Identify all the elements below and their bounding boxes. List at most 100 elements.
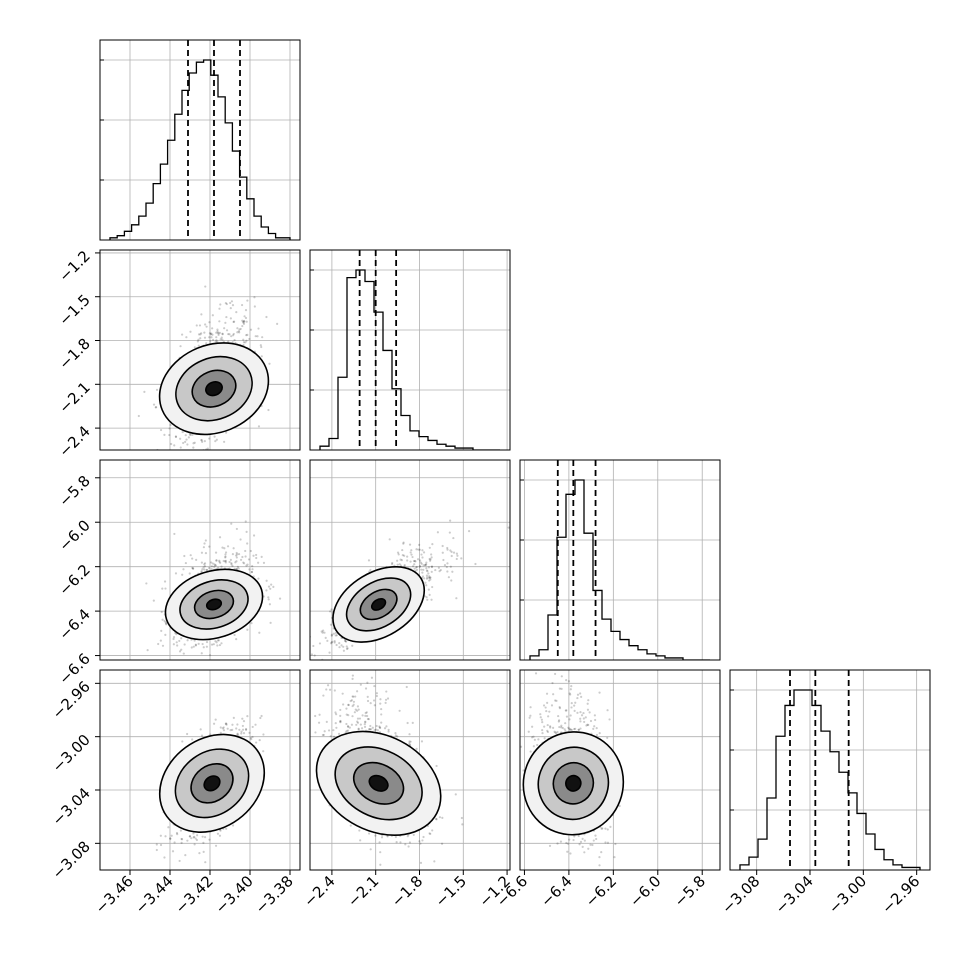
scatter-point <box>181 333 184 336</box>
scatter-point <box>211 314 214 317</box>
scatter-point <box>194 643 197 646</box>
scatter-point <box>446 562 449 565</box>
scatter-point <box>223 440 226 443</box>
scatter-point <box>399 564 403 567</box>
scatter-point <box>371 726 374 729</box>
scatter-point <box>180 648 183 651</box>
scatter-point <box>180 637 183 640</box>
scatter-point <box>379 702 382 705</box>
panel-content <box>100 250 300 450</box>
scatter-point <box>248 337 251 341</box>
scatter-point <box>221 546 224 549</box>
scatter-point <box>221 727 224 730</box>
scatter-point <box>425 574 429 577</box>
scatter-point <box>203 336 207 339</box>
scatter-point <box>230 522 233 525</box>
scatter-point <box>356 721 360 724</box>
scatter-point <box>231 553 235 556</box>
scatter-point <box>214 551 218 554</box>
scatter-point <box>169 423 172 427</box>
scatter-point <box>202 566 205 569</box>
scatter-point <box>344 640 348 643</box>
scatter-point <box>345 707 348 710</box>
scatter-point <box>248 731 251 734</box>
scatter-point <box>356 705 360 708</box>
scatter-point <box>260 555 263 558</box>
scatter-point <box>244 520 247 523</box>
scatter-point <box>218 536 222 539</box>
panel-content <box>310 670 510 870</box>
scatter-point <box>235 311 238 314</box>
scatter-point <box>338 641 341 645</box>
scatter-point <box>268 362 271 365</box>
scatter-point <box>174 572 178 575</box>
scatter-point <box>257 561 260 564</box>
scatter-point <box>160 610 163 614</box>
density-contour <box>370 597 387 611</box>
scatter-point <box>235 727 238 730</box>
scatter-point <box>379 863 382 866</box>
panel-frame <box>99 669 301 871</box>
scatter-point <box>346 725 350 728</box>
scatter-point <box>238 328 241 331</box>
scatter-point <box>203 563 206 566</box>
scatter-point <box>220 565 223 568</box>
scatter-point <box>192 446 195 449</box>
scatter-point <box>203 562 207 565</box>
scatter-point <box>244 341 247 344</box>
scatter-point <box>330 608 333 611</box>
scatter-point <box>345 645 348 648</box>
scatter-point <box>418 559 422 562</box>
scatter-point <box>449 519 452 522</box>
scatter-point <box>409 551 412 554</box>
scatter-point <box>238 728 241 731</box>
scatter-point <box>367 718 370 721</box>
scatter-point <box>427 588 430 591</box>
scatter-point <box>213 563 216 566</box>
scatter-point <box>254 335 257 338</box>
scatter-point <box>225 723 228 726</box>
scatter-point <box>375 692 379 695</box>
scatter-point <box>165 623 168 626</box>
scatter-point <box>200 439 203 442</box>
scatter-point <box>170 834 173 837</box>
scatter-point <box>332 632 336 635</box>
scatter-point <box>351 695 354 698</box>
scatter-point <box>449 565 452 568</box>
scatter-point <box>192 832 195 835</box>
panel-frame <box>309 459 511 661</box>
scatter-point <box>232 547 235 550</box>
scatter-point <box>228 560 231 564</box>
scatter-point <box>155 848 158 852</box>
hist-panel-2 <box>519 459 721 661</box>
scatter-point <box>188 433 192 436</box>
scatter-point <box>474 562 477 566</box>
scatter-point <box>333 639 336 643</box>
scatter-point <box>187 436 190 439</box>
scatter-point <box>201 568 204 571</box>
scatter-point <box>411 555 414 559</box>
scatter-point <box>205 568 208 572</box>
scatter-point <box>240 732 243 735</box>
scatter-point <box>251 565 254 568</box>
scatter-point <box>210 332 213 335</box>
scatter-point <box>267 596 270 599</box>
histogram-step <box>319 269 500 450</box>
scatter-point <box>241 724 244 728</box>
scatter-point <box>219 731 222 734</box>
scatter-point <box>163 433 166 436</box>
scatter-point <box>243 320 246 323</box>
scatter-point <box>267 598 270 601</box>
scatter-point <box>241 319 244 322</box>
scatter-point <box>216 644 219 647</box>
scatter-point <box>241 324 244 328</box>
scatter-point <box>208 332 212 335</box>
scatter-point <box>420 562 423 565</box>
scatter-point <box>417 548 420 551</box>
scatter-point <box>164 621 167 624</box>
scatter-point <box>204 323 207 326</box>
scatter-point <box>373 684 376 688</box>
scatter-point <box>225 329 229 332</box>
scatter-point <box>450 550 453 554</box>
scatter-point <box>425 563 428 566</box>
